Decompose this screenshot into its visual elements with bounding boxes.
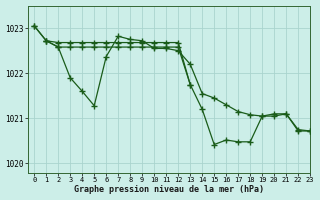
X-axis label: Graphe pression niveau de la mer (hPa): Graphe pression niveau de la mer (hPa)	[74, 185, 264, 194]
